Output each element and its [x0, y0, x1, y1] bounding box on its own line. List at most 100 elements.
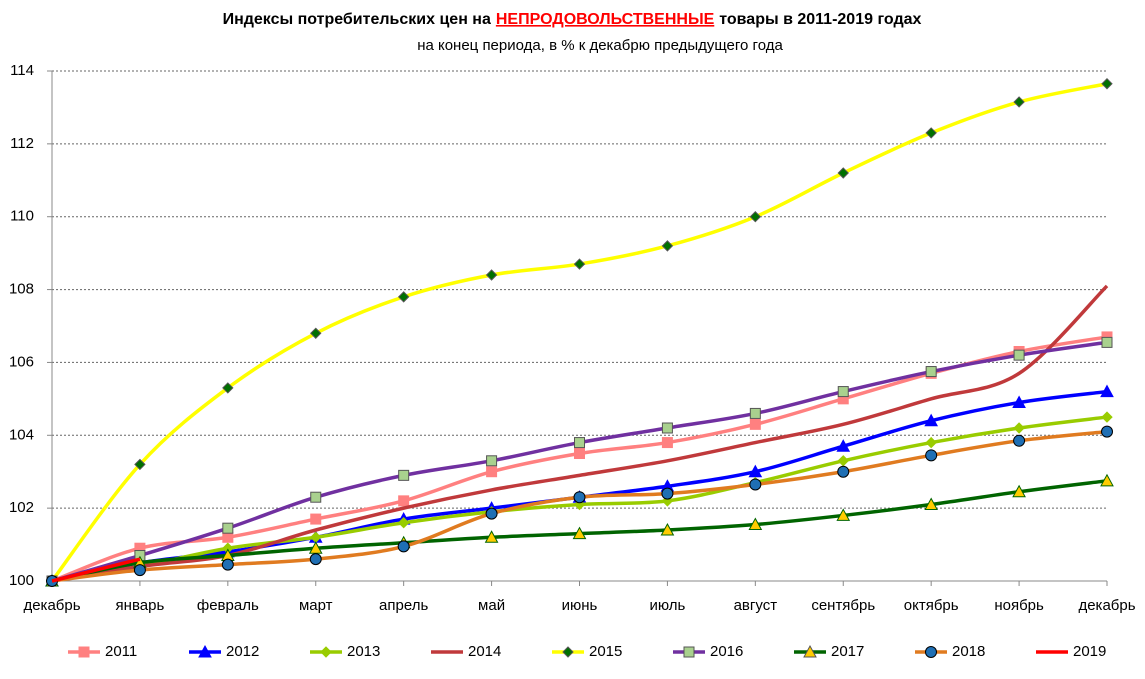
marker: [1013, 434, 1026, 447]
legend-label: 2015: [589, 643, 622, 660]
marker: [748, 464, 763, 478]
marker: [221, 558, 234, 571]
marker: [661, 487, 674, 500]
legend-item: 2015: [552, 643, 622, 660]
marker: [683, 646, 695, 658]
marker: [660, 522, 675, 536]
legend-label: 2014: [468, 643, 501, 660]
chart-title: Индексы потребительских цен на НЕПРОДОВОЛ…: [223, 11, 922, 28]
marker: [486, 455, 498, 467]
legend-item: 2014: [431, 643, 501, 660]
legend-label: 2012: [226, 643, 259, 660]
x-tick-label: декабрь: [23, 597, 80, 614]
marker: [661, 437, 673, 449]
legend-label: 2018: [952, 643, 985, 660]
x-tick-label: сентябрь: [811, 597, 875, 614]
marker: [485, 507, 498, 520]
x-tick-label: январь: [116, 597, 165, 614]
marker: [397, 540, 410, 553]
marker: [925, 449, 938, 462]
x-tick-label: март: [299, 597, 333, 614]
legend-item: 2019: [1036, 643, 1106, 660]
marker: [310, 513, 322, 525]
legend-label: 2019: [1073, 643, 1106, 660]
marker: [1012, 395, 1026, 408]
x-tick-label: февраль: [197, 597, 259, 614]
marker: [133, 564, 146, 577]
marker: [803, 644, 817, 658]
marker: [1100, 384, 1114, 398]
marker: [1013, 96, 1025, 108]
marker: [924, 497, 939, 510]
marker: [398, 469, 410, 481]
legend-label: 2013: [347, 643, 380, 660]
marker: [1101, 78, 1113, 90]
marker: [661, 240, 674, 252]
y-tick-label: 114: [10, 62, 34, 79]
legend-item: 2016: [673, 643, 743, 660]
legend-item: 2017: [794, 643, 864, 660]
marker: [925, 127, 937, 139]
marker: [749, 478, 762, 491]
marker: [1101, 336, 1113, 348]
legend-label: 2016: [710, 643, 743, 660]
marker: [1013, 349, 1025, 361]
marker: [320, 646, 332, 658]
legend-item: 2013: [310, 643, 380, 660]
marker: [562, 646, 574, 658]
marker: [198, 644, 212, 658]
x-tick-label: ноябрь: [994, 597, 1044, 614]
marker: [397, 291, 410, 303]
y-tick-label: 104: [9, 426, 34, 443]
series-line: [51, 557, 141, 583]
marker: [398, 495, 410, 507]
title-part: товары в 2011-2019 годах: [719, 11, 921, 28]
marker: [925, 436, 937, 449]
marker: [924, 413, 939, 427]
marker: [1100, 473, 1114, 487]
chart-subtitle: на конец периода, в % к декабрю предыдущ…: [417, 37, 783, 54]
legend-item: 2011: [68, 643, 137, 660]
marker: [574, 437, 585, 449]
marker: [749, 418, 761, 430]
y-tick-label: 110: [10, 208, 34, 225]
legend-label: 2017: [831, 643, 864, 660]
y-tick-label: 112: [10, 135, 34, 152]
marker: [837, 167, 849, 179]
marker: [1012, 484, 1026, 498]
marker: [486, 466, 498, 478]
marker: [397, 517, 410, 529]
legend-label: 2011: [105, 643, 137, 660]
marker: [310, 491, 322, 503]
title-part: Индексы потребительских цен на: [223, 11, 491, 28]
x-tick-label: июль: [649, 597, 685, 614]
marker: [837, 386, 849, 398]
y-tick-label: 102: [9, 499, 34, 516]
y-tick-label: 106: [9, 353, 34, 370]
title-highlight: НЕПРОДОВОЛЬСТВЕННЫЕ: [496, 11, 715, 28]
marker: [134, 458, 146, 471]
legend-item: 2018: [915, 643, 985, 660]
marker: [837, 465, 850, 478]
x-tick-label: май: [478, 597, 505, 614]
marker: [222, 522, 234, 534]
marker: [573, 491, 586, 504]
marker: [749, 407, 761, 419]
x-tick-label: июнь: [562, 597, 598, 614]
marker: [309, 553, 322, 566]
marker: [572, 526, 587, 540]
y-tick-label: 100: [9, 572, 34, 589]
x-tick-label: декабрь: [1078, 597, 1135, 614]
marker: [925, 366, 937, 378]
marker: [1013, 422, 1025, 434]
y-tick-label: 108: [9, 281, 34, 298]
marker: [484, 530, 499, 543]
x-tick-label: апрель: [379, 597, 428, 614]
marker: [485, 269, 498, 281]
marker: [573, 258, 586, 270]
x-tick-label: август: [734, 597, 778, 614]
marker: [222, 382, 234, 394]
marker: [1101, 411, 1113, 423]
